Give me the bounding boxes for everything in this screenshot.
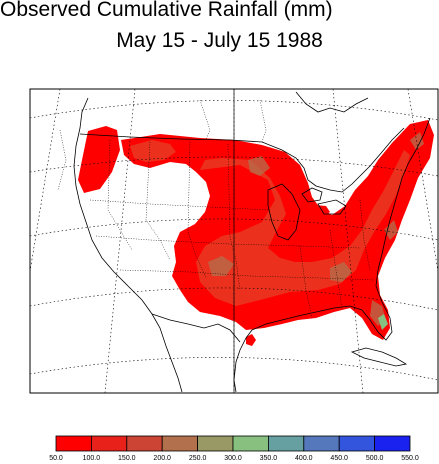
legend-box-9 [374,435,411,452]
legend-label-5: 300.0 [224,455,242,462]
legend-box-6 [267,435,305,452]
gulf-coast [233,305,363,393]
legend-box-8 [338,435,376,452]
rain-green-spot [378,314,388,330]
rainfall-heavy [208,132,424,326]
legend-label-4: 250.0 [189,455,207,462]
mexico-border [151,313,241,343]
heavy-zone-5 [384,220,398,240]
legend-box-0 [55,435,92,452]
pacific-coast [73,97,183,393]
legend-box-4 [197,435,234,452]
legend-box-1 [91,435,128,452]
cuba [350,347,408,367]
atlantic-coast [361,117,431,341]
state-boundaries [57,99,375,319]
legend-box-2 [126,435,163,452]
legend-label-7: 400.0 [295,455,313,462]
heavy-zone-2 [248,156,270,176]
hudson-bay [295,91,369,113]
legend-label-3: 200.0 [153,455,171,462]
moderate-zone-plains [196,150,410,306]
rainfall-field [78,120,434,346]
legend-box-7 [303,435,340,452]
great-lakes [267,183,347,241]
moderate-zone-northwest [130,140,176,162]
boundaries [73,91,431,393]
legend-label-6: 350.0 [260,455,278,462]
chart-title: Observed Cumulative Rainfall (mm) [0,0,333,21]
legend-label-2: 150.0 [118,455,136,462]
legend-label-1: 100.0 [83,455,101,462]
legend-label-8: 450.0 [330,455,348,462]
us-canada-border [79,127,405,193]
rain-region-main [121,120,434,340]
legend-box-5 [232,435,269,452]
heavy-zone-3 [330,262,352,282]
legend-box-3 [161,435,198,452]
heavy-zone-6 [410,132,424,150]
legend-label-10: 550.0 [401,455,419,462]
chart-subtitle: May 15 - July 15 1988 [116,29,323,52]
rain-region-gulf-spot [246,334,256,346]
legend-label-0: 50.0 [49,455,63,462]
rainfall-moderate [130,140,410,306]
rain-region-pacific-northwest [78,126,120,193]
heavy-zone-1 [208,256,234,276]
legend-label-9: 500.0 [366,455,384,462]
